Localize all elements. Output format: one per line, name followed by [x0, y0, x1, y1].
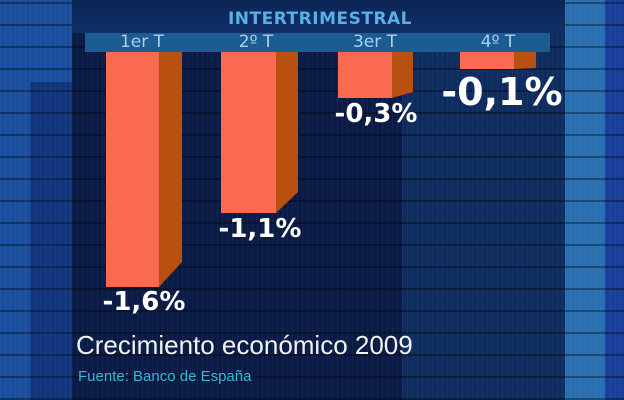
bar-q2: [221, 52, 298, 213]
quarter-label-1: 1er T: [119, 32, 165, 52]
quarter-label-3: 3er T: [352, 32, 398, 52]
quarter-label-4: 4º T: [480, 32, 516, 52]
chart-source: Fuente: Banco de España: [78, 368, 252, 385]
bg-strip-right-light: [565, 0, 605, 400]
value-label-q2: -1,1%: [218, 214, 302, 244]
bg-building-left-dark: [30, 82, 72, 400]
bg-strip-right-dark: [605, 0, 624, 400]
chart-title: INTERTRIMESTRAL: [227, 9, 413, 29]
bar-q4: [460, 52, 536, 69]
value-label-q1: -1,6%: [102, 287, 186, 317]
quarter-label-band: [85, 33, 550, 52]
bg-top-shade: [72, 0, 565, 33]
bar-q1: [106, 52, 182, 287]
chart-caption: Crecimiento económico 2009: [76, 330, 413, 360]
value-label-q3: -0,3%: [334, 99, 418, 129]
bar-q3: [338, 52, 413, 98]
quarter-label-2: 2º T: [238, 32, 274, 52]
value-label-q4: -0,1%: [441, 70, 563, 114]
